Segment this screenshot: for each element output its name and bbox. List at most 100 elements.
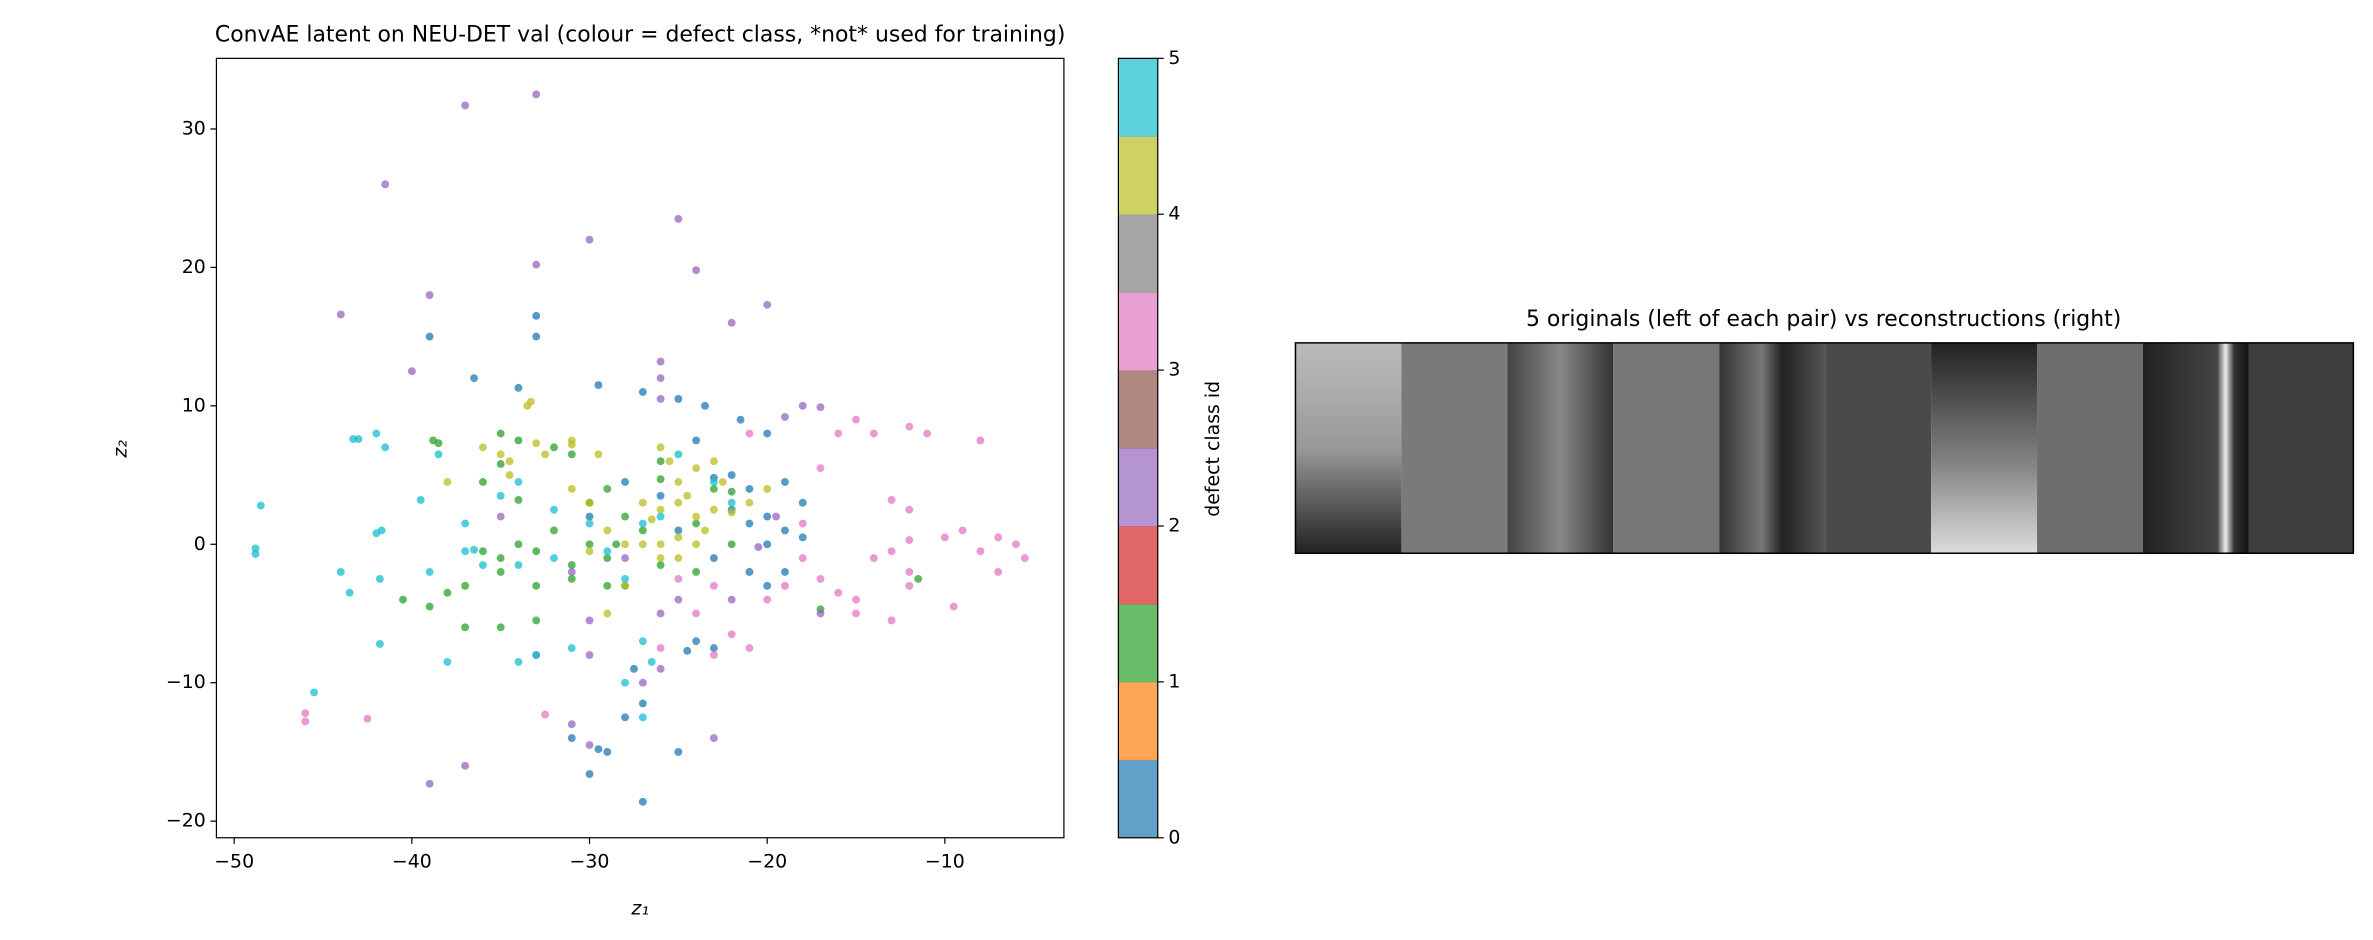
point — [603, 609, 612, 618]
x-tick-label: −50 — [214, 850, 254, 872]
point — [781, 478, 789, 486]
point — [958, 526, 967, 535]
point — [349, 435, 358, 443]
point — [798, 519, 807, 528]
point — [976, 436, 985, 445]
point — [834, 429, 843, 438]
y-tick-label: −10 — [166, 671, 206, 693]
y-tick-label: 30 — [182, 117, 206, 139]
point — [674, 526, 683, 535]
point — [425, 602, 434, 611]
point — [869, 429, 878, 438]
point — [701, 526, 709, 535]
point — [407, 367, 416, 376]
point — [612, 540, 621, 549]
point — [647, 658, 656, 666]
point — [621, 554, 629, 563]
point — [709, 457, 718, 466]
point — [656, 609, 665, 618]
point — [692, 609, 701, 618]
point — [754, 543, 763, 551]
point — [656, 443, 665, 452]
x-tick-label: −30 — [570, 850, 610, 872]
point — [550, 554, 558, 563]
point — [647, 515, 656, 524]
point — [727, 498, 736, 507]
point — [375, 574, 384, 583]
point — [514, 540, 523, 549]
point — [798, 401, 807, 410]
point — [621, 512, 629, 521]
point — [887, 547, 896, 556]
point — [727, 508, 736, 517]
point — [585, 540, 594, 549]
point — [621, 678, 629, 687]
x-axis-label: z₁ — [630, 897, 649, 919]
point — [585, 235, 594, 244]
point — [994, 533, 1003, 542]
point — [336, 568, 345, 576]
colorbar-segment — [1118, 603, 1158, 683]
point — [763, 595, 772, 604]
point — [603, 484, 612, 493]
point — [976, 547, 985, 556]
point — [709, 734, 718, 743]
point — [745, 644, 754, 653]
point — [532, 651, 541, 659]
point — [905, 568, 914, 576]
point — [674, 574, 683, 583]
point — [496, 450, 505, 459]
colorbar: 0 1 2 3 4 5 — [1117, 47, 1180, 848]
point — [621, 540, 629, 549]
point — [709, 484, 718, 493]
colorbar-segment — [1118, 136, 1158, 215]
point — [763, 512, 772, 521]
point — [541, 450, 550, 459]
point — [656, 457, 665, 466]
point — [621, 574, 629, 583]
point — [514, 383, 523, 392]
point — [585, 498, 594, 507]
image-title: 5 originals (left of each pair) vs recon… — [1526, 307, 2121, 332]
point — [701, 401, 709, 410]
point — [763, 540, 772, 549]
point — [585, 651, 594, 659]
point — [567, 561, 576, 569]
point — [478, 547, 487, 556]
point — [496, 491, 505, 500]
point — [416, 496, 425, 504]
point — [656, 554, 665, 563]
point — [594, 450, 603, 459]
point — [781, 568, 789, 576]
point — [345, 588, 354, 597]
y-tick-label: 10 — [182, 394, 206, 416]
point — [496, 512, 505, 521]
point — [887, 496, 896, 504]
colorbar-segment — [1118, 681, 1158, 761]
point — [816, 609, 825, 618]
point — [692, 436, 701, 445]
point — [781, 581, 789, 590]
point — [763, 484, 772, 493]
y-tick-label: 0 — [194, 533, 206, 555]
point — [532, 616, 541, 625]
point — [621, 478, 629, 486]
point — [709, 644, 718, 653]
point — [443, 658, 452, 666]
point — [478, 561, 487, 569]
point — [532, 90, 541, 99]
point — [798, 554, 807, 563]
axes-frame — [215, 57, 1065, 839]
point — [816, 574, 825, 583]
point — [514, 478, 523, 486]
point — [336, 310, 345, 319]
point — [585, 770, 594, 779]
point — [923, 429, 932, 438]
point — [745, 519, 754, 528]
colorbar-segment — [1118, 214, 1158, 293]
point — [251, 544, 260, 553]
point — [674, 498, 683, 507]
point — [718, 478, 727, 486]
point — [505, 471, 514, 479]
point — [443, 588, 452, 597]
